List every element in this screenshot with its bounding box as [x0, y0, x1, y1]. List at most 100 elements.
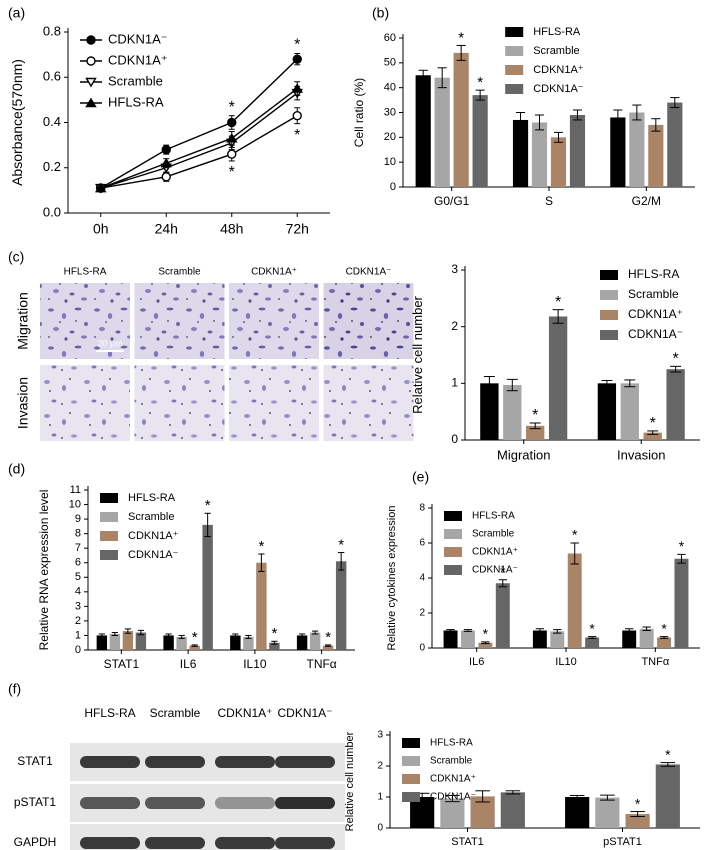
micrograph: [229, 365, 319, 441]
y-tick-label: 6: [419, 538, 425, 549]
significance-star: *: [294, 127, 300, 144]
legend-swatch: [402, 756, 420, 766]
error-bar: [418, 69, 428, 81]
line: [100, 88, 298, 189]
legend-swatch: [100, 531, 118, 541]
legend-swatch: [402, 738, 420, 748]
x-tick-label: G2/M: [632, 194, 661, 208]
legend-label: CDKN1A⁺: [108, 52, 168, 67]
bar: [335, 561, 347, 650]
y-tick-label: 0: [451, 432, 458, 446]
legend-swatch: [444, 547, 462, 557]
error-bar: [505, 790, 521, 795]
blot-band: [275, 756, 335, 768]
bar: [443, 630, 458, 648]
legend-swatch: [600, 290, 618, 300]
error-bar: [338, 552, 345, 571]
bar: [512, 119, 529, 187]
x-tick-label: IL6: [180, 657, 197, 671]
bar: [585, 637, 600, 648]
legend-swatch: [600, 330, 618, 340]
error-bar: [647, 430, 659, 435]
bar: [526, 425, 545, 440]
micrograph: [134, 365, 225, 441]
significance-star: *: [665, 746, 671, 762]
micrograph: [323, 283, 414, 359]
legend-label: CDKN1A⁺: [533, 64, 584, 76]
bar: [565, 797, 590, 828]
error-bar: [483, 376, 495, 391]
significance-star: *: [205, 497, 211, 514]
image-column-label: CDKN1A⁺: [251, 267, 297, 278]
significance-star: *: [572, 527, 578, 543]
legend-label: CDKN1A⁺: [472, 547, 518, 558]
y-axis-label: Cell ratio (%): [352, 78, 366, 147]
error-bar: [642, 626, 651, 631]
bar: [674, 558, 689, 648]
error-bar: [456, 44, 466, 61]
legend-swatch: [402, 774, 420, 784]
error-bar: [111, 632, 118, 636]
x-tick-label: TNFα: [306, 657, 336, 671]
significance-star: *: [458, 29, 464, 46]
bar: [667, 102, 683, 187]
significance-star: *: [679, 538, 685, 554]
error-bar: [475, 790, 490, 803]
marker: [85, 77, 97, 88]
significance-star: *: [650, 415, 656, 432]
y-tick-label: 3: [75, 600, 81, 612]
blot-band: [80, 837, 140, 849]
error-bar: [534, 114, 545, 131]
blot-band: [80, 797, 140, 809]
legend-swatch: [505, 84, 524, 94]
lane-label: HFLS-RA: [84, 706, 135, 720]
legend-label: HFLS-RA: [533, 26, 581, 38]
blot-row-label: GAPDH: [14, 835, 57, 849]
bar: [296, 635, 308, 650]
legend-swatch: [100, 550, 118, 560]
blot-band: [215, 756, 275, 768]
error-bar: [191, 644, 198, 647]
error-bar: [569, 794, 585, 800]
lane-label: Scramble: [150, 706, 201, 720]
y-tick-label: 4: [419, 573, 425, 584]
bar: [415, 75, 431, 187]
bar: [322, 645, 334, 650]
blot-band: [145, 797, 205, 809]
bar: [666, 369, 685, 440]
legend-label: HFLS-RA: [472, 511, 515, 522]
bar: [567, 553, 582, 648]
bar: [655, 764, 680, 828]
legend-label: CDKN1A⁻: [430, 792, 476, 803]
significance-star: *: [258, 538, 264, 555]
bar: [256, 562, 267, 650]
legend-swatch: [444, 529, 462, 539]
error-bar: [632, 104, 642, 121]
y-tick-label: 50: [384, 57, 396, 69]
y-tick-label: 0.0: [43, 204, 61, 219]
bar: [503, 385, 522, 440]
error-bar: [475, 89, 485, 101]
error-bar: [587, 636, 597, 639]
error-bar: [535, 628, 545, 633]
y-tick-label: 3: [451, 262, 458, 276]
bar: [472, 95, 488, 187]
panel-label: (a): [8, 5, 25, 21]
micrograph: [134, 283, 225, 359]
legend-swatch: [505, 65, 524, 75]
y-tick-label: 0.6: [43, 69, 61, 84]
micrograph: [323, 365, 414, 441]
legend-label: CDKN1A⁺: [628, 307, 683, 321]
error-bar: [311, 630, 319, 635]
error-bar: [245, 634, 252, 639]
error-bar: [601, 380, 613, 387]
legend-swatch: [505, 46, 524, 56]
bar: [629, 112, 645, 187]
bar: [135, 632, 147, 650]
bar: [550, 137, 567, 187]
x-tick-label: 24h: [155, 221, 178, 237]
significance-star: *: [555, 294, 561, 311]
bar: [639, 628, 654, 648]
legend-swatch: [505, 27, 524, 37]
